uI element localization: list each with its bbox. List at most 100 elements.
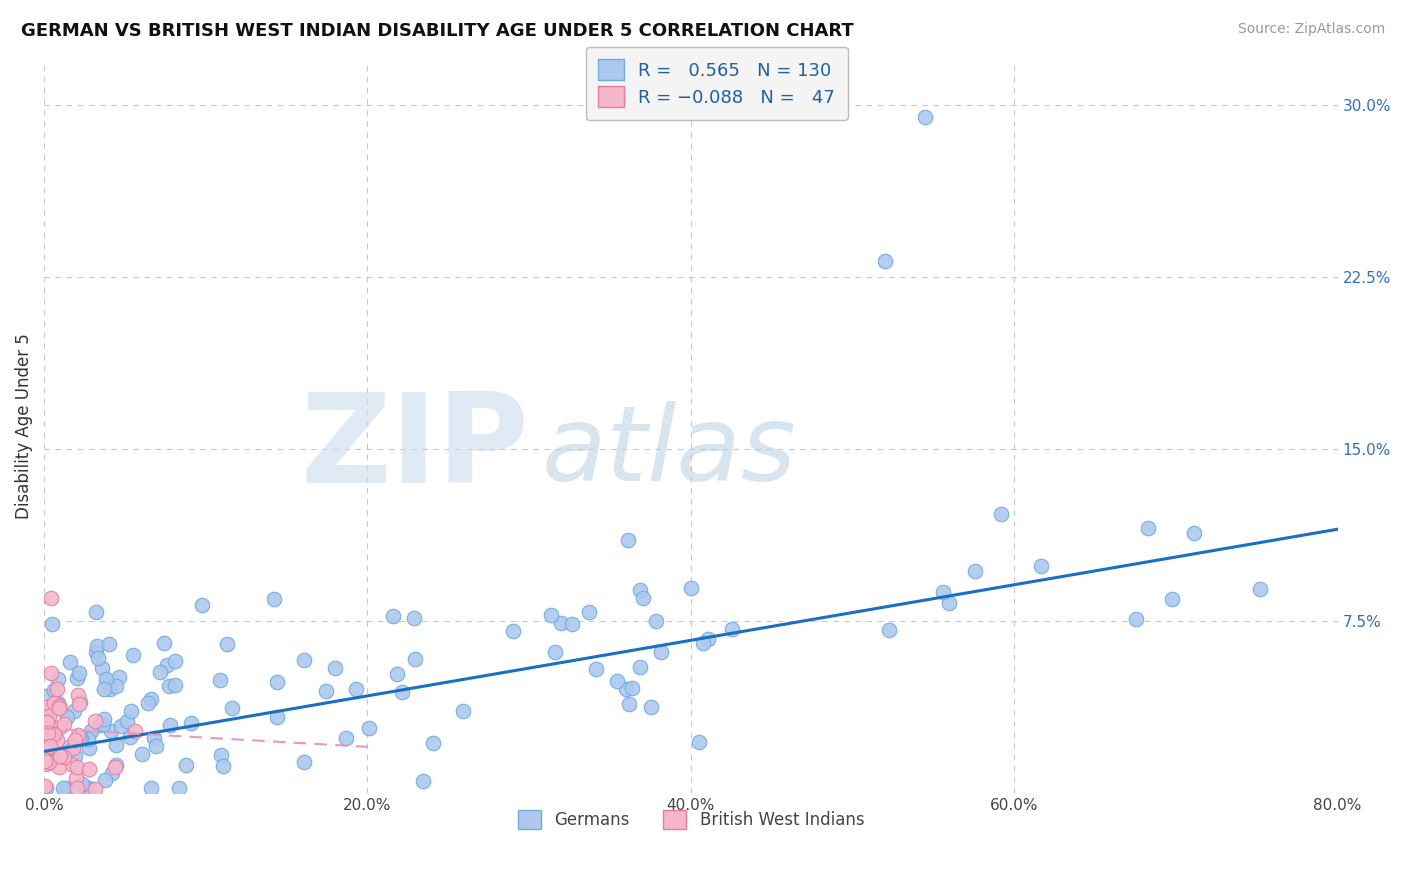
Point bbox=[578, 605, 600, 619]
Point bbox=[34, 700, 56, 714]
Point bbox=[145, 739, 167, 753]
Point bbox=[544, 645, 567, 659]
Point bbox=[84, 645, 107, 659]
Point bbox=[561, 617, 583, 632]
Point bbox=[39, 753, 62, 767]
Point bbox=[77, 780, 100, 795]
Point bbox=[35, 756, 58, 771]
Point bbox=[34, 720, 56, 734]
Point bbox=[131, 747, 153, 761]
Point bbox=[404, 610, 426, 624]
Point bbox=[621, 681, 644, 695]
Point bbox=[118, 731, 141, 745]
Text: atlas: atlas bbox=[543, 401, 797, 503]
Point bbox=[37, 726, 59, 740]
Point bbox=[38, 751, 60, 765]
Point bbox=[502, 624, 524, 638]
Text: GERMAN VS BRITISH WEST INDIAN DISABILITY AGE UNDER 5 CORRELATION CHART: GERMAN VS BRITISH WEST INDIAN DISABILITY… bbox=[21, 22, 853, 40]
Point bbox=[585, 662, 607, 676]
Point bbox=[209, 673, 232, 687]
Point bbox=[617, 697, 640, 711]
Point bbox=[53, 750, 76, 764]
Point bbox=[100, 766, 122, 780]
Point bbox=[75, 780, 97, 795]
Point bbox=[688, 735, 710, 749]
Point bbox=[412, 774, 434, 789]
Point bbox=[404, 652, 426, 666]
Point bbox=[323, 660, 346, 674]
Point bbox=[69, 731, 91, 746]
Point bbox=[167, 780, 190, 795]
Point bbox=[640, 699, 662, 714]
Point bbox=[41, 698, 63, 713]
Point bbox=[105, 757, 128, 772]
Point bbox=[34, 779, 56, 793]
Point bbox=[94, 772, 117, 787]
Point bbox=[315, 683, 337, 698]
Point bbox=[697, 632, 720, 646]
Point bbox=[1249, 582, 1271, 596]
Point bbox=[35, 715, 58, 730]
Point bbox=[35, 780, 58, 795]
Point bbox=[66, 728, 89, 742]
Point bbox=[692, 636, 714, 650]
Point bbox=[645, 614, 668, 628]
Point bbox=[122, 648, 145, 662]
Point bbox=[266, 675, 288, 690]
Point bbox=[335, 731, 357, 745]
Point bbox=[70, 777, 93, 791]
Point bbox=[628, 583, 651, 598]
Point bbox=[45, 682, 67, 697]
Point bbox=[65, 748, 87, 763]
Point bbox=[914, 110, 936, 124]
Point bbox=[540, 608, 562, 623]
Point bbox=[292, 653, 315, 667]
Point bbox=[344, 682, 367, 697]
Point bbox=[59, 656, 82, 670]
Point bbox=[422, 735, 444, 749]
Point bbox=[391, 685, 413, 699]
Point bbox=[221, 701, 243, 715]
Point bbox=[938, 596, 960, 610]
Point bbox=[165, 654, 187, 668]
Point bbox=[1029, 558, 1052, 573]
Point bbox=[156, 657, 179, 672]
Point bbox=[110, 719, 132, 733]
Point bbox=[77, 731, 100, 746]
Point bbox=[120, 704, 142, 718]
Point bbox=[49, 720, 72, 734]
Point bbox=[38, 755, 60, 769]
Point bbox=[73, 780, 96, 795]
Point bbox=[217, 637, 239, 651]
Point bbox=[1182, 525, 1205, 540]
Point bbox=[1136, 521, 1159, 535]
Point bbox=[628, 660, 651, 674]
Point bbox=[42, 696, 65, 710]
Point bbox=[877, 623, 900, 637]
Point bbox=[681, 581, 703, 595]
Point bbox=[48, 701, 70, 715]
Point bbox=[38, 708, 60, 723]
Point bbox=[35, 747, 58, 761]
Point bbox=[1125, 611, 1147, 625]
Point bbox=[59, 757, 82, 772]
Text: Source: ZipAtlas.com: Source: ZipAtlas.com bbox=[1237, 22, 1385, 37]
Point bbox=[97, 637, 120, 651]
Point bbox=[96, 675, 118, 690]
Point bbox=[650, 645, 672, 659]
Point bbox=[84, 714, 107, 728]
Point bbox=[63, 704, 86, 718]
Point bbox=[44, 727, 66, 741]
Point bbox=[34, 742, 56, 756]
Point bbox=[385, 666, 408, 681]
Point bbox=[108, 670, 131, 684]
Point bbox=[91, 717, 114, 731]
Point bbox=[48, 760, 70, 774]
Point bbox=[93, 681, 115, 696]
Y-axis label: Disability Age Under 5: Disability Age Under 5 bbox=[15, 334, 32, 519]
Point bbox=[41, 617, 63, 632]
Point bbox=[157, 679, 180, 693]
Point bbox=[42, 682, 65, 697]
Point bbox=[67, 688, 90, 702]
Point bbox=[84, 605, 107, 619]
